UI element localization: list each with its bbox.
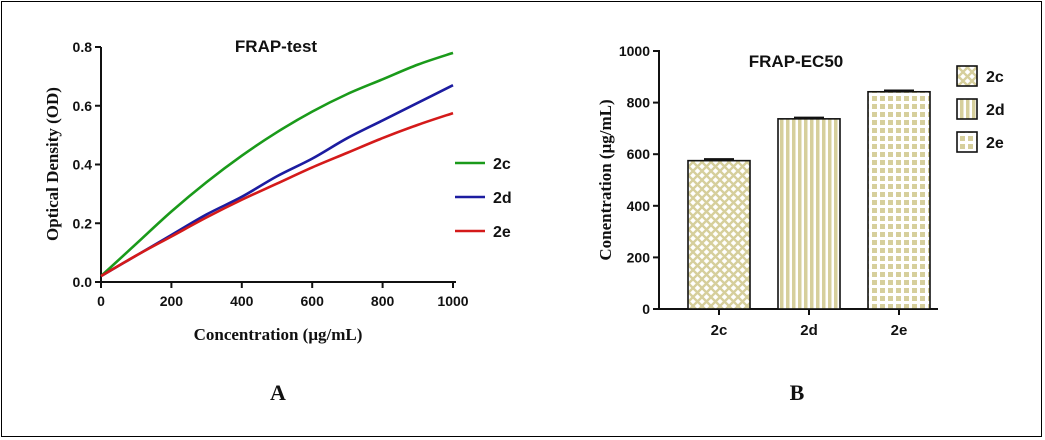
chart-b-ylabel: Conentration (μg/mL) bbox=[596, 99, 615, 260]
chart-a-x-tick-label: 800 bbox=[371, 293, 395, 309]
chart-b-y-ticks: 0 200 400 600 800 1000 bbox=[619, 43, 659, 317]
chart-a-x-tick-label: 400 bbox=[230, 293, 254, 309]
chart-b-y-tick-label: 800 bbox=[627, 95, 651, 111]
chart-a-y-tick-label: 0.8 bbox=[73, 39, 93, 55]
legend-label-2d: 2d bbox=[986, 102, 1005, 119]
chart-b-y-tick-label: 1000 bbox=[619, 43, 650, 59]
legend-label-2e: 2e bbox=[493, 224, 511, 241]
legend-swatch-2c bbox=[956, 65, 978, 87]
chart-b-bars bbox=[687, 89, 931, 310]
chart-a-y-tick-label: 0.2 bbox=[73, 215, 93, 231]
bar-2d bbox=[777, 118, 841, 310]
chart-b-x-ticks: 2c 2d 2e bbox=[711, 309, 908, 339]
legend-label-2e: 2e bbox=[986, 135, 1004, 152]
panel-b-label: B bbox=[790, 380, 805, 405]
chart-a-xlabel: Concentration (μg/mL) bbox=[194, 325, 363, 344]
chart-a-legend: 2c 2d 2e bbox=[455, 156, 512, 241]
legend-label-2c: 2c bbox=[986, 69, 1004, 86]
chart-a-title: FRAP-test bbox=[235, 37, 318, 56]
chart-a-x-tick-label: 200 bbox=[160, 293, 184, 309]
legend-label-2d: 2d bbox=[493, 190, 512, 207]
bar-chart-frap-ec50: FRAP-EC50 0 200 400 600 800 1000 2c 2d 2e Conen… bbox=[596, 43, 1005, 339]
chart-a-ylabel: Optical Density (OD) bbox=[43, 87, 62, 241]
panel-a-label: A bbox=[270, 380, 286, 405]
chart-a-x-tick-label: 600 bbox=[301, 293, 325, 309]
chart-b-x-tick-label: 2c bbox=[711, 322, 728, 339]
series-line-2e bbox=[100, 111, 454, 278]
chart-b-x-tick-label: 2e bbox=[891, 322, 908, 339]
chart-b-y-tick-label: 0 bbox=[642, 301, 650, 317]
chart-b-title: FRAP-EC50 bbox=[749, 52, 843, 71]
legend-swatch-2e bbox=[956, 131, 978, 153]
line-chart-frap-test: FRAP-test 0.0 0.2 0.4 0.6 0.8 0 200 400 600 800 1… bbox=[43, 37, 512, 344]
series-line-2d bbox=[100, 84, 454, 278]
legend-label-2c: 2c bbox=[493, 156, 511, 173]
chart-a-y-tick-label: 0.6 bbox=[73, 98, 93, 114]
chart-b-y-tick-label: 600 bbox=[627, 146, 651, 162]
chart-b-y-tick-label: 400 bbox=[627, 198, 651, 214]
chart-b-y-tick-label: 200 bbox=[627, 249, 651, 265]
chart-a-series bbox=[100, 51, 454, 278]
chart-a-x-tick-label: 0 bbox=[97, 293, 105, 309]
chart-a-y-ticks: 0.0 0.2 0.4 0.6 0.8 bbox=[73, 39, 101, 290]
bar-2e bbox=[867, 90, 931, 310]
chart-a-x-ticks: 0 200 400 600 800 1000 bbox=[97, 282, 469, 309]
chart-a-x-tick-label: 1000 bbox=[437, 293, 468, 309]
chart-a-y-tick-label: 0.4 bbox=[73, 157, 93, 173]
chart-b-legend: 2c 2d 2e bbox=[956, 65, 1005, 153]
chart-a-y-tick-label: 0.0 bbox=[73, 274, 93, 290]
legend-swatch-2d bbox=[956, 98, 978, 120]
series-line-2c bbox=[100, 51, 454, 278]
chart-b-x-tick-label: 2d bbox=[800, 322, 818, 339]
bar-2c bbox=[687, 159, 751, 310]
